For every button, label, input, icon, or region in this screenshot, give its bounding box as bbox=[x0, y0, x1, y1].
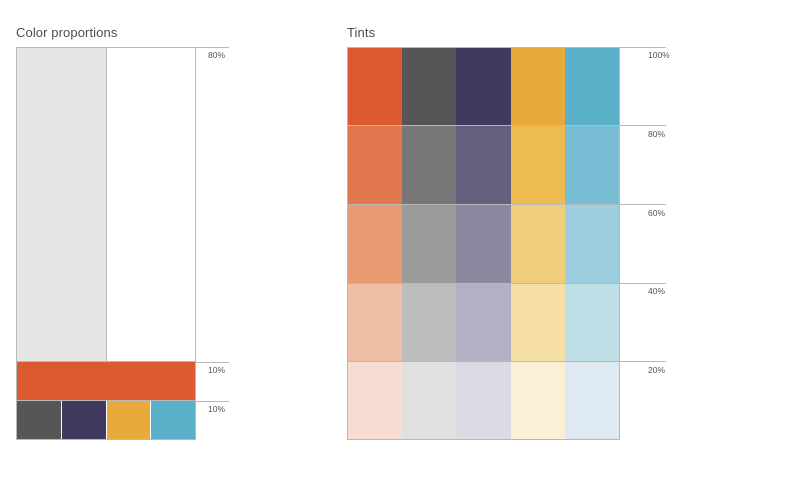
tint-swatch-row1-col3 bbox=[456, 48, 511, 127]
tint-guide-80 bbox=[347, 125, 666, 126]
secondary-swatch-sky-blue bbox=[150, 401, 195, 439]
accent-swatch bbox=[16, 362, 196, 401]
tint-swatch-row2-col1 bbox=[348, 126, 403, 205]
tint-swatch-row3-col5 bbox=[564, 204, 619, 283]
tint-swatch-row5-col4 bbox=[510, 360, 565, 439]
tint-swatch-row5-col1 bbox=[348, 360, 403, 439]
proportion-label-10b: 10% bbox=[208, 404, 226, 414]
tint-swatch-row2-col3 bbox=[456, 126, 511, 205]
color-proportions-title: Color proportions bbox=[16, 25, 118, 40]
tint-swatch-row4-col4 bbox=[510, 282, 565, 361]
neutral-light-gray-swatch bbox=[17, 48, 107, 361]
tint-swatch-row3-col1 bbox=[348, 204, 403, 283]
tint-swatch-row4-col3 bbox=[456, 282, 511, 361]
neutral-white-swatch bbox=[107, 48, 195, 361]
tint-swatch-row4-col1 bbox=[348, 282, 403, 361]
tint-label-20: 20% bbox=[648, 365, 666, 375]
secondary-swatches bbox=[16, 401, 196, 440]
tints-grid bbox=[347, 47, 620, 440]
secondary-swatch-dark-gray bbox=[17, 401, 61, 439]
tints-title: Tints bbox=[347, 25, 376, 40]
tint-guide-20 bbox=[347, 361, 666, 362]
tint-guide-100 bbox=[620, 47, 666, 48]
secondary-swatch-amber bbox=[105, 401, 151, 439]
tint-swatch-row5-col3 bbox=[456, 360, 511, 439]
tint-label-40: 40% bbox=[648, 286, 666, 296]
tint-guide-60 bbox=[347, 204, 666, 205]
tint-swatch-row1-col2 bbox=[402, 48, 457, 127]
tint-swatch-row2-col4 bbox=[510, 126, 565, 205]
tint-swatch-row2-col5 bbox=[564, 126, 619, 205]
tint-guide-40 bbox=[347, 283, 666, 284]
proportion-label-10a: 10% bbox=[208, 365, 226, 375]
secondary-swatch-dark-purple bbox=[60, 401, 106, 439]
tint-swatch-row3-col3 bbox=[456, 204, 511, 283]
tint-swatch-row5-col2 bbox=[402, 360, 457, 439]
tint-swatch-row3-col2 bbox=[402, 204, 457, 283]
tint-swatch-row2-col2 bbox=[402, 126, 457, 205]
tint-swatch-row5-col5 bbox=[564, 360, 619, 439]
proportion-label-80: 80% bbox=[208, 50, 226, 60]
tint-swatch-row1-col4 bbox=[510, 48, 565, 127]
tint-label-60: 60% bbox=[648, 208, 666, 218]
guide-line-10b bbox=[196, 401, 229, 402]
guide-line-10a bbox=[196, 362, 229, 363]
color-proportions-panel bbox=[16, 47, 196, 440]
guide-line-80 bbox=[196, 47, 229, 48]
tint-swatch-row4-col2 bbox=[402, 282, 457, 361]
tint-swatch-row4-col5 bbox=[564, 282, 619, 361]
tint-swatch-row1-col1 bbox=[348, 48, 403, 127]
tint-swatch-row1-col5 bbox=[564, 48, 619, 127]
neutral-block bbox=[16, 47, 196, 362]
tint-swatch-row3-col4 bbox=[510, 204, 565, 283]
tint-label-100: 100% bbox=[648, 50, 670, 60]
tint-label-80: 80% bbox=[648, 129, 666, 139]
